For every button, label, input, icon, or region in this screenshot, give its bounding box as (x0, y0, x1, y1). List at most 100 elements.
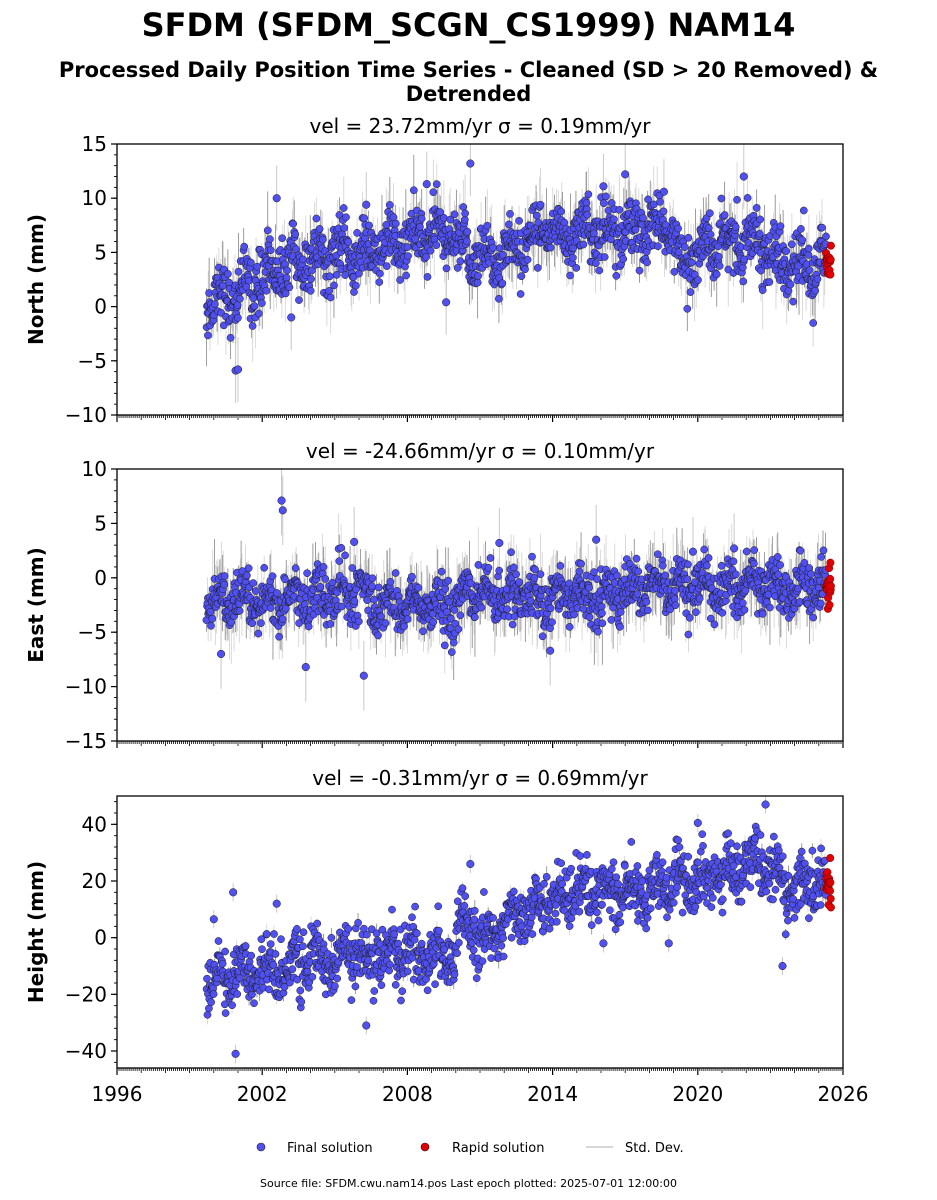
final-point (350, 597, 359, 606)
final-point (703, 561, 711, 570)
final-point (822, 232, 830, 241)
final-point (396, 276, 404, 284)
final-point (409, 186, 418, 195)
final-point (247, 258, 255, 267)
final-point (244, 564, 253, 573)
final-point (765, 278, 774, 286)
final-point (250, 302, 259, 310)
final-point (720, 211, 729, 219)
final-point (742, 547, 751, 556)
final-point (273, 589, 281, 597)
final-point (809, 319, 818, 327)
final-point (432, 180, 441, 189)
final-point (495, 294, 503, 303)
final-point (569, 244, 577, 252)
final-point (249, 579, 257, 587)
final-point (642, 598, 651, 606)
final-point (773, 553, 782, 561)
final-point (272, 194, 281, 203)
final-point (643, 258, 651, 267)
final-point (375, 278, 384, 286)
north-panel: −10 −5 0 5 10 15 vel = 23.72mm/yr σ = 0.19mm/y… (24, 114, 844, 427)
final-point (207, 621, 215, 630)
final-point (684, 560, 692, 569)
final-solution-points (202, 159, 830, 375)
final-point (533, 264, 542, 272)
final-point (729, 557, 738, 566)
final-point (489, 243, 497, 252)
final-point (743, 194, 752, 202)
final-point (807, 570, 815, 578)
final-point (285, 283, 294, 292)
final-point (419, 627, 427, 636)
final-point (307, 244, 316, 253)
final-point (359, 671, 368, 680)
rapid-point (826, 241, 835, 250)
final-point (619, 255, 628, 263)
final-point (585, 583, 593, 592)
y-tick-label: −15 (65, 729, 107, 753)
final-point (471, 613, 479, 621)
final-point (411, 235, 420, 243)
final-point (403, 243, 412, 251)
final-point (348, 564, 357, 572)
y-tick-label: 10 (82, 457, 107, 481)
final-point (391, 569, 400, 577)
final-point (408, 572, 416, 581)
final-point (684, 630, 693, 639)
final-point (268, 572, 277, 581)
final-point (757, 266, 765, 275)
final-point (391, 219, 400, 228)
final-point (686, 288, 695, 296)
final-point (715, 262, 724, 270)
final-point (463, 237, 471, 246)
final-point (466, 159, 475, 168)
final-point (340, 224, 349, 232)
final-point (374, 631, 382, 640)
final-point (684, 233, 693, 242)
final-point (304, 622, 313, 631)
y-tick-label: −10 (65, 675, 107, 699)
final-point (517, 272, 526, 281)
final-point (319, 563, 328, 571)
final-point (339, 204, 348, 212)
final-point (796, 546, 805, 555)
final-point (516, 290, 525, 298)
final-point (422, 180, 431, 189)
final-point (515, 578, 524, 586)
final-point (710, 620, 719, 629)
final-point (819, 546, 828, 555)
y-axis-label: North (mm) (24, 214, 48, 345)
final-point (254, 629, 263, 638)
final-point (287, 313, 296, 322)
final-point (556, 561, 565, 570)
final-point (227, 618, 236, 627)
final-point (319, 235, 327, 244)
final-point (610, 215, 618, 224)
final-point (474, 561, 483, 569)
final-point (671, 601, 680, 610)
final-point (281, 289, 290, 298)
final-point (486, 554, 495, 562)
final-point (422, 252, 431, 261)
final-point (818, 223, 826, 232)
final-point (653, 550, 662, 559)
final-point (755, 229, 764, 238)
final-point (740, 255, 749, 264)
final-point (249, 294, 258, 303)
final-point (816, 599, 825, 608)
final-point (584, 190, 593, 199)
final-point (253, 262, 261, 271)
final-point (484, 563, 493, 572)
final-point (403, 615, 412, 623)
final-point (235, 606, 244, 615)
final-point (706, 230, 715, 239)
final-point (782, 247, 791, 255)
final-point (473, 278, 482, 287)
final-point (423, 273, 432, 281)
rapid-solution-points (822, 241, 835, 279)
final-point (220, 580, 229, 589)
final-point (503, 605, 512, 614)
final-point (633, 590, 642, 598)
final-point (536, 200, 545, 209)
